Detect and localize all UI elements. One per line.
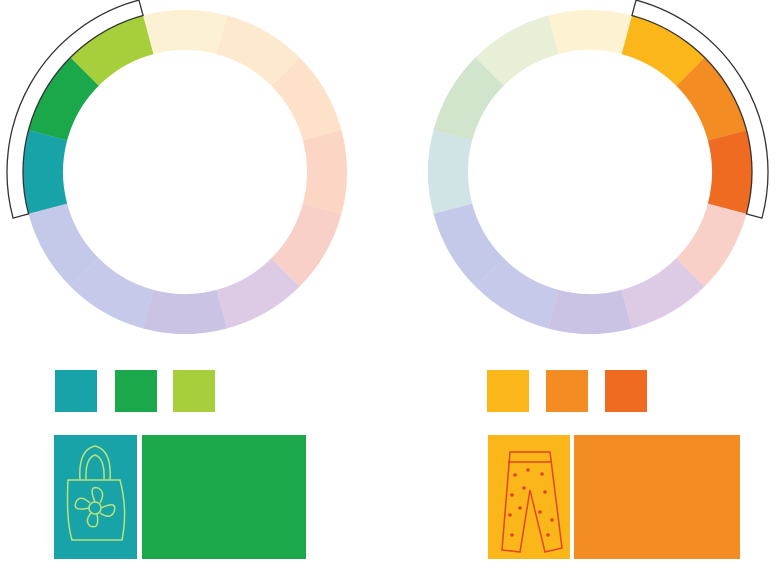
wheel-segment [548, 289, 632, 334]
wheel-segment [271, 203, 342, 287]
main-color-panel [574, 435, 740, 559]
wheel-segment [271, 57, 342, 141]
wheel-segment [676, 57, 747, 141]
wheel-segment [433, 203, 504, 287]
wheel-segment [475, 258, 559, 329]
wheel-segment [676, 203, 747, 287]
wheel-segment [143, 289, 227, 334]
wheel-segment [28, 203, 99, 287]
wheel-segment [70, 15, 154, 86]
wheel-segment [302, 130, 347, 214]
selection-bracket [6, 0, 144, 219]
color-swatch [115, 370, 157, 412]
color-swatch [487, 370, 529, 412]
wheel-segment [216, 15, 300, 86]
wheel-segment [707, 130, 752, 214]
wheel-segment [621, 15, 705, 86]
wheels-layer [6, 0, 769, 559]
wheel-segment [143, 10, 227, 55]
color-swatch [173, 370, 215, 412]
main-color-panel [142, 435, 306, 559]
wheel-segment [428, 130, 473, 214]
wheel-segment [433, 57, 504, 141]
color-wheel [6, 0, 347, 334]
selection-bracket [631, 0, 769, 219]
color-swatch [55, 370, 97, 412]
color-wheel [428, 0, 769, 334]
wheel-segment [548, 9, 632, 55]
wheel-segment [23, 130, 68, 214]
wheel-segment [621, 258, 705, 329]
bag-illustration [66, 445, 126, 541]
wheel-segment [28, 57, 99, 141]
pants-illustration [501, 451, 563, 553]
color-swatch [605, 370, 647, 412]
wheel-segment [216, 258, 300, 329]
wheel-segment [475, 15, 559, 86]
wheel-segment [70, 258, 154, 329]
color-swatch [546, 370, 588, 412]
